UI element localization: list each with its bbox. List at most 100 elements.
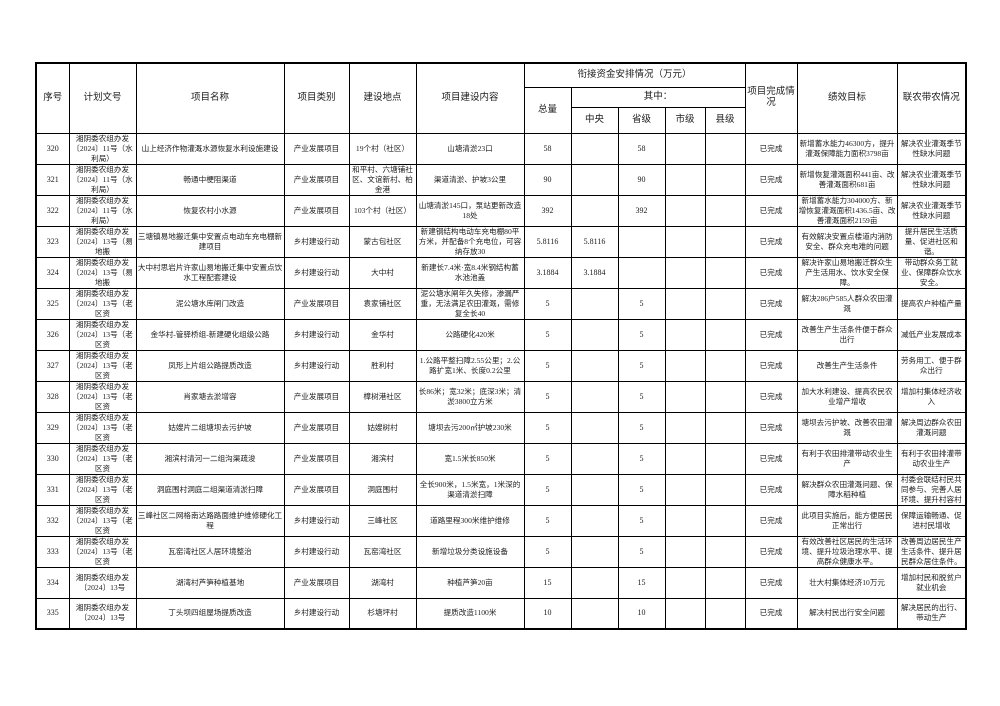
cell-doc-no: 湘阴委农组办发〔2024〕11号（水利局） — [68, 194, 137, 227]
cell-completion: 已完成 — [744, 442, 798, 475]
cell-doc-no: 湘阴委农组办发〔2024〕13号（老区资 — [68, 535, 137, 568]
cell-completion: 已完成 — [744, 597, 798, 630]
cell-content: 新建钢结构电动车充电棚80平方米，并配备8个充电位，可容纳存放30 — [415, 225, 525, 258]
cell-content: 全长900米，1.5米宽，1米深的渠道清淤扫障 — [415, 473, 525, 506]
cell-municipal — [664, 411, 706, 444]
cell-farmers: 劳务用工、便于群众出行 — [896, 349, 967, 382]
col-header-performance: 绩效目标 — [796, 62, 898, 134]
cell-provincial: 5 — [617, 380, 666, 413]
cell-doc-no: 湘阴委农组办发〔2024〕13号（老区资 — [68, 442, 137, 475]
cell-municipal — [664, 349, 706, 382]
cell-central — [570, 163, 619, 196]
table-row: 326 湘阴委农组办发〔2024〕13号（老区资 金华村-管驿桥组-新建硬化组级公路… — [35, 318, 967, 351]
col-header-location: 建设地点 — [348, 62, 417, 134]
cell-completion: 已完成 — [744, 132, 798, 165]
cell-doc-no: 湘阴委农组办发〔2024〕13号（老区资 — [68, 504, 137, 537]
table-row: 324 湘阴委农组办发〔2024〕13号（易地搬 大中村思岩片许家山易地搬迁集中安置… — [35, 256, 967, 289]
cell-content: 新增垃圾分类设施设备 — [415, 535, 525, 568]
table-row: 334 湘阴委农组办发〔2024〕13号 湖湾村芦笋种植基地 产业发展项目 湖湾村 种植芦… — [35, 566, 967, 599]
cell-county — [704, 504, 746, 537]
cell-performance: 塘坝去污护坡、改善农田灌溉 — [796, 411, 898, 444]
cell-performance: 改善生产生活条件 — [796, 349, 898, 382]
cell-farmers: 解决周边群众农田灌溉问题 — [896, 411, 967, 444]
cell-provincial: 5 — [617, 349, 666, 382]
cell-farmers: 带动群众务工就业、保障群众饮水安全。 — [896, 256, 967, 289]
table-row: 329 湘阴委农组办发〔2024〕13号（老区资 姑嫂片二组塘坝去污护坡 产业发展项目… — [35, 411, 967, 444]
col-header-content: 项目建设内容 — [415, 62, 525, 134]
cell-central: 5.8116 — [570, 225, 619, 258]
cell-total: 5 — [523, 504, 572, 537]
table-row: 321 湘阴委农组办发〔2024〕11号（水利局） 畅通中梗阻渠道 产业发展项目 和平村… — [35, 163, 967, 196]
cell-name: 肖家塘去淤增容 — [135, 380, 285, 413]
cell-doc-no: 湘阴委农组办发〔2024〕13号（老区资 — [68, 473, 137, 506]
table-row: 330 湘阴委农组办发〔2024〕13号（老区资 湘滨村清河一二组沟渠疏浚 产业发展项… — [35, 442, 967, 475]
col-header-central: 中央 — [570, 106, 619, 134]
cell-completion: 已完成 — [744, 380, 798, 413]
cell-category: 乡村建设行动 — [283, 256, 350, 289]
cell-category: 产业发展项目 — [283, 194, 350, 227]
cell-content: 提质改造1100米 — [415, 597, 525, 630]
cell-completion: 已完成 — [744, 349, 798, 382]
col-header-among: 其中： — [570, 86, 746, 108]
cell-provincial: 5 — [617, 411, 666, 444]
cell-name: 泥公塘水库闸门改造 — [135, 287, 285, 320]
cell-category: 产业发展项目 — [283, 566, 350, 599]
cell-doc-no: 湘阴委农组办发〔2024〕13号（易地搬 — [68, 256, 137, 289]
cell-county — [704, 597, 746, 630]
cell-location: 袁家铺社区 — [348, 287, 417, 320]
cell-municipal — [664, 597, 706, 630]
col-header-doc-no: 计划文号 — [68, 62, 137, 134]
cell-provincial: 5 — [617, 473, 666, 506]
cell-farmers: 增加村民和脱贫户就业机会 — [896, 566, 967, 599]
cell-total: 5 — [523, 287, 572, 320]
cell-name: 凤形上片组公路提质改造 — [135, 349, 285, 382]
cell-farmers: 有利于农田排灌带动农业生产 — [896, 442, 967, 475]
cell-seq: 334 — [35, 566, 70, 599]
cell-total: 3.1884 — [523, 256, 572, 289]
cell-location: 金华村 — [348, 318, 417, 351]
cell-farmers: 增加村集体经济收入 — [896, 380, 967, 413]
cell-municipal — [664, 442, 706, 475]
col-header-completion: 项目完成情况 — [744, 62, 798, 134]
cell-name: 洞庭围村洞庭二组渠道清淤扫障 — [135, 473, 285, 506]
cell-central — [570, 318, 619, 351]
cell-name: 湖湾村芦笋种植基地 — [135, 566, 285, 599]
col-header-county: 县级 — [704, 106, 746, 134]
cell-category: 乡村建设行动 — [283, 349, 350, 382]
cell-performance: 有利于农田排灌带动农业生产 — [796, 442, 898, 475]
cell-county — [704, 225, 746, 258]
cell-seq: 323 — [35, 225, 70, 258]
cell-total: 10 — [523, 597, 572, 630]
cell-performance: 壮大村集体经济10万元 — [796, 566, 898, 599]
cell-category: 产业发展项目 — [283, 287, 350, 320]
cell-central — [570, 442, 619, 475]
cell-content: 塘坝去污200㎡护坡230米 — [415, 411, 525, 444]
cell-name: 三峰社区二网格南达路路面维护维修硬化工程 — [135, 504, 285, 537]
table-row: 325 湘阴委农组办发〔2024〕13号（老区资 泥公塘水库闸门改造 产业发展项目 袁家… — [35, 287, 967, 320]
table-body: 320 湘阴委农组办发〔2024〕11号（水利局） 山上经济作物灌溉水源恢复水利设施… — [35, 132, 967, 630]
cell-performance: 新增蓄水能力46300方，提升灌溉保障能力面积3798亩 — [796, 132, 898, 165]
cell-location: 三峰社区 — [348, 504, 417, 537]
cell-location: 和平村、六塘铺社区、文谊新村、柏金港 — [348, 163, 417, 196]
cell-performance: 有效解决安置点楼道内消防安全、群众充电难的问题 — [796, 225, 898, 258]
cell-doc-no: 湘阴委农组办发〔2024〕13号（易地搬 — [68, 225, 137, 258]
cell-provincial: 5 — [617, 318, 666, 351]
cell-content: 山塘清淤145口，泵站更新改造18处 — [415, 194, 525, 227]
cell-name: 瓦窑湾社区人居环境整治 — [135, 535, 285, 568]
cell-performance: 新增恢复灌溉面积441亩、改善灌溉面积681亩 — [796, 163, 898, 196]
cell-seq: 329 — [35, 411, 70, 444]
cell-seq: 321 — [35, 163, 70, 196]
cell-seq: 330 — [35, 442, 70, 475]
cell-provincial: 5 — [617, 504, 666, 537]
cell-provincial: 5 — [617, 442, 666, 475]
cell-central — [570, 504, 619, 537]
cell-provincial: 15 — [617, 566, 666, 599]
cell-content: 渠道清淤、护坡3公里 — [415, 163, 525, 196]
cell-completion: 已完成 — [744, 225, 798, 258]
cell-municipal — [664, 225, 706, 258]
cell-municipal — [664, 132, 706, 165]
cell-content: 1.公路平整扫障2.55公里；2.公路扩宽1米、长度0.2公里 — [415, 349, 525, 382]
col-header-seq: 序号 — [35, 62, 70, 134]
cell-performance: 改善生产生活条件便于群众出行 — [796, 318, 898, 351]
cell-category: 产业发展项目 — [283, 473, 350, 506]
